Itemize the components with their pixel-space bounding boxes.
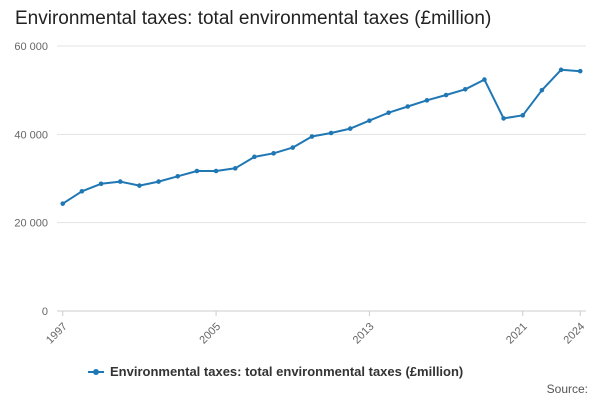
data-point xyxy=(558,67,564,73)
data-point xyxy=(271,151,276,156)
data-point xyxy=(137,183,142,188)
y-tick-label: 0 xyxy=(42,306,48,318)
data-point xyxy=(79,189,85,194)
data-point xyxy=(252,154,257,160)
data-point xyxy=(290,145,296,150)
data-point xyxy=(194,168,200,174)
series-line xyxy=(61,68,582,205)
data-point xyxy=(213,168,219,174)
y-tick-label: 60 000 xyxy=(14,41,48,53)
data-point xyxy=(328,130,334,136)
legend[interactable]: Environmental taxes: total environmental… xyxy=(88,364,463,379)
data-point xyxy=(520,113,526,118)
data-point xyxy=(117,179,123,184)
data-point xyxy=(60,201,66,206)
x-tick-label: 2021 xyxy=(504,321,530,347)
data-point xyxy=(386,110,391,115)
source-label: Source: xyxy=(546,382,588,396)
data-point xyxy=(501,116,506,121)
data-point xyxy=(367,118,372,123)
x-tick-label: 2005 xyxy=(197,321,223,347)
data-point xyxy=(443,92,449,98)
x-tick-label: 2013 xyxy=(351,321,377,347)
data-point xyxy=(405,104,411,109)
data-point xyxy=(232,166,238,171)
chart-title: Environmental taxes: total environmental… xyxy=(15,8,492,29)
x-tick-label: 2024 xyxy=(562,321,588,347)
data-point xyxy=(347,126,353,131)
y-tick-label: 40 000 xyxy=(14,129,48,141)
legend-label: Environmental taxes: total environmental… xyxy=(110,364,464,379)
data-point xyxy=(156,179,161,184)
data-point xyxy=(539,87,545,93)
x-tick-label: 1997 xyxy=(44,321,70,347)
data-point xyxy=(577,68,583,74)
data-point xyxy=(462,86,468,92)
data-point xyxy=(98,181,104,187)
y-tick-label: 20 000 xyxy=(14,218,48,230)
data-point xyxy=(424,98,430,103)
legend-swatch xyxy=(88,366,104,378)
data-point xyxy=(309,134,315,139)
data-point xyxy=(175,173,181,179)
data-point xyxy=(482,77,487,82)
